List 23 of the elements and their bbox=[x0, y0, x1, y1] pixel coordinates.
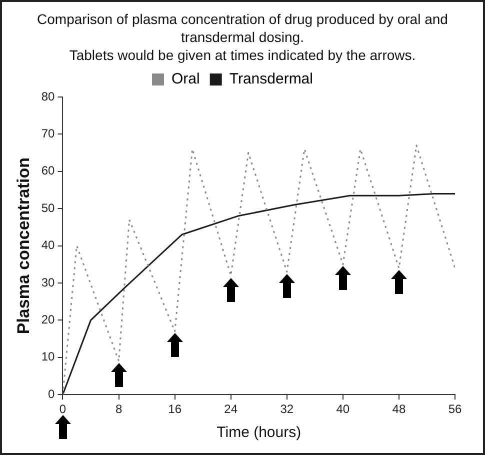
chart-title: Comparison of plasma concentration of drug produced by oral and transdermal dosing. bbox=[36, 10, 449, 46]
x-tick-label: 16 bbox=[168, 402, 182, 416]
x-tick-label: 24 bbox=[224, 402, 238, 416]
legend-label: Transdermal bbox=[229, 70, 313, 88]
x-tick-label: 56 bbox=[448, 402, 462, 416]
y-axis-title: Plasma concentration bbox=[14, 157, 33, 334]
x-tick-label: 40 bbox=[336, 402, 350, 416]
x-tick-label: 48 bbox=[392, 402, 406, 416]
y-tick-label: 40 bbox=[41, 238, 56, 252]
x-tick-label: 32 bbox=[280, 402, 294, 416]
x-axis-title: Time (hours) bbox=[216, 424, 302, 442]
y-tick-label: 80 bbox=[41, 89, 56, 104]
y-tick-label: 30 bbox=[41, 275, 56, 290]
y-tick-label: 10 bbox=[41, 350, 56, 364]
legend-label: Oral bbox=[172, 70, 200, 88]
y-tick-label: 0 bbox=[48, 386, 56, 401]
y-tick-label: 60 bbox=[41, 164, 56, 178]
y-tick-label: 50 bbox=[41, 200, 56, 215]
y-tick-label: 20 bbox=[41, 312, 56, 327]
y-tick-label: 70 bbox=[41, 126, 56, 141]
x-tick-label: 0 bbox=[59, 402, 66, 416]
chart-subtitle: Tablets would be given at times indicated by the arrows. bbox=[68, 46, 417, 64]
x-tick-label: 8 bbox=[115, 402, 122, 416]
